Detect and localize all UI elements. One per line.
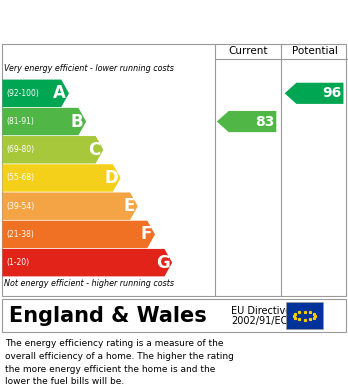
- Text: G: G: [156, 254, 169, 272]
- Polygon shape: [2, 192, 138, 220]
- Polygon shape: [2, 249, 172, 276]
- Polygon shape: [2, 136, 103, 163]
- Text: (81-91): (81-91): [7, 117, 34, 126]
- Text: F: F: [141, 226, 152, 244]
- Polygon shape: [2, 108, 86, 135]
- Text: Potential: Potential: [292, 45, 338, 56]
- Text: Current: Current: [228, 45, 268, 56]
- Text: 96: 96: [323, 86, 342, 100]
- Text: (92-100): (92-100): [7, 89, 39, 98]
- Text: (21-38): (21-38): [7, 230, 34, 239]
- Text: E: E: [124, 197, 135, 215]
- Text: Not energy efficient - higher running costs: Not energy efficient - higher running co…: [4, 279, 174, 288]
- Text: England & Wales: England & Wales: [9, 306, 206, 326]
- Polygon shape: [285, 83, 343, 104]
- Text: (69-80): (69-80): [7, 145, 35, 154]
- Text: EU Directive: EU Directive: [231, 306, 292, 316]
- Polygon shape: [2, 221, 155, 248]
- Text: A: A: [53, 84, 66, 102]
- Text: 83: 83: [255, 115, 275, 129]
- Text: The energy efficiency rating is a measure of the
overall efficiency of a home. T: The energy efficiency rating is a measur…: [5, 339, 234, 386]
- Polygon shape: [217, 111, 276, 132]
- Bar: [286, 302, 323, 329]
- Text: (55-68): (55-68): [7, 174, 35, 183]
- Polygon shape: [2, 80, 69, 107]
- Text: 2002/91/EC: 2002/91/EC: [231, 316, 288, 326]
- Text: (1-20): (1-20): [7, 258, 30, 267]
- Text: B: B: [71, 113, 84, 131]
- Text: (39-54): (39-54): [7, 202, 35, 211]
- Polygon shape: [2, 164, 120, 192]
- Text: D: D: [104, 169, 118, 187]
- Text: C: C: [88, 141, 101, 159]
- Text: Very energy efficient - lower running costs: Very energy efficient - lower running co…: [4, 65, 174, 74]
- Text: Energy Efficiency Rating: Energy Efficiency Rating: [9, 13, 249, 31]
